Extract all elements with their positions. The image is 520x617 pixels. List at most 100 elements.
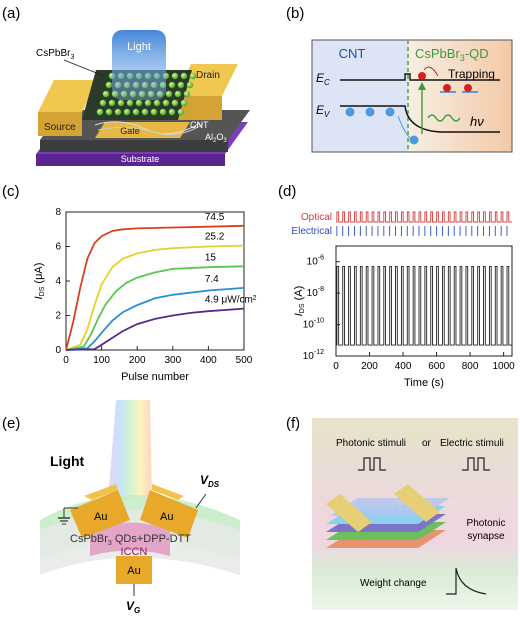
- hole: [365, 107, 375, 117]
- quantum-dot: [105, 81, 113, 89]
- quantum-dot: [177, 81, 185, 89]
- series-line: [65, 307, 245, 351]
- synapse-dot: [378, 498, 382, 502]
- panel-b-tag: (b): [286, 5, 304, 22]
- quantum-dot: [171, 99, 179, 107]
- synapse-dot: [402, 502, 406, 506]
- weight-curve-icon: [446, 567, 487, 595]
- synapse-dot: [441, 498, 445, 502]
- quantum-dot: [102, 90, 110, 98]
- photonic-pulse-icon: [358, 457, 386, 471]
- synapse-dot: [377, 506, 381, 510]
- synapse-label-line1: Photonic: [467, 518, 506, 529]
- conduction-band: [340, 73, 500, 81]
- ec-label: EC: [316, 71, 330, 87]
- electrode-bar: [394, 484, 440, 522]
- quantum-dot: [183, 90, 191, 98]
- quantum-dot: [144, 99, 152, 107]
- source-electrode: [38, 80, 98, 112]
- drain-electrode: [140, 490, 198, 538]
- panel-c-tag: (c): [2, 183, 20, 200]
- synapse-dot: [364, 498, 368, 502]
- x-tick-label: 200: [129, 355, 146, 366]
- x-tick-label: 1000: [492, 361, 515, 372]
- panel-a: (a) Light CsPbBr3 Drain Source CNT Al2O3…: [2, 5, 250, 166]
- quantum-dot: [171, 72, 179, 80]
- electrical-pulse-train: [336, 226, 508, 236]
- quantum-dot: [162, 99, 170, 107]
- panel-d-tag: (d): [278, 183, 296, 200]
- light-label: Light: [127, 41, 151, 53]
- quantum-dot: [126, 99, 134, 107]
- synapse-dot: [374, 502, 378, 506]
- light-label: Light: [50, 453, 85, 469]
- cnt-title: CNT: [339, 46, 366, 61]
- quantum-dot: [123, 108, 131, 116]
- quantum-dot: [180, 72, 188, 80]
- plot-frame: [335, 245, 513, 357]
- vg-label: VG: [126, 599, 140, 615]
- y-tick-label: 10-12: [303, 349, 324, 362]
- x-tick-label: 500: [236, 355, 253, 366]
- panel-e-tag: (e): [2, 415, 20, 432]
- material-label: CsPbBr3: [36, 48, 74, 61]
- quantum-dot: [186, 81, 194, 89]
- x-tick-label: 600: [428, 361, 445, 372]
- optical-pulse-train: [336, 211, 512, 223]
- synapse-dot: [405, 506, 409, 510]
- electron: [418, 72, 426, 80]
- panel-a-tag: (a): [2, 5, 20, 22]
- panel-e: (e) Light VDS Au Au CsPbBr3 QDs+DPP-DTT …: [2, 400, 240, 615]
- synapse-dot: [437, 502, 441, 506]
- current-trace: [336, 265, 512, 346]
- synapse-label-line2: synapse: [467, 531, 505, 542]
- synapse-dot: [427, 498, 431, 502]
- dielectric-label: ICCN: [121, 546, 148, 558]
- x-tick-label: 0: [333, 361, 339, 372]
- y-tick-label: 2: [55, 311, 61, 322]
- layer-label: CsPbBr3 QDs+DPP-DTT: [70, 533, 191, 547]
- electron: [464, 84, 472, 92]
- series-label: 74.5: [205, 212, 225, 223]
- synapse-dot: [371, 498, 375, 502]
- synapse-dot: [434, 498, 438, 502]
- qd-region: [408, 40, 512, 152]
- x-tick-label: 200: [361, 361, 378, 372]
- quantum-dot: [117, 99, 125, 107]
- quantum-dot: [180, 99, 188, 107]
- valence-band: [340, 105, 500, 133]
- electrical-legend: Electrical: [291, 226, 332, 237]
- series-label: 4.9 μW/cm²: [205, 295, 257, 306]
- light-beam: [112, 30, 166, 100]
- series-label: 25.2: [205, 232, 225, 243]
- gate-electrode: [95, 122, 190, 138]
- y-tick-label: 10-6: [307, 255, 324, 268]
- quantum-dot: [165, 90, 173, 98]
- oxide-label: Al2O3: [205, 132, 227, 144]
- y-tick-label: 6: [55, 242, 61, 253]
- chart-c: 0 100 200 300 400 500 0 2 4 6 8 Pulse number IDS (μA…: [33, 207, 257, 383]
- quantum-dot: [96, 108, 104, 116]
- x-tick-label: 800: [462, 361, 479, 372]
- y-tick-label: 10-10: [303, 318, 324, 331]
- cnt-region: [312, 40, 408, 152]
- synapse-dot: [398, 506, 402, 510]
- weight-change-label: Weight change: [360, 578, 427, 589]
- x-tick-label: 300: [164, 355, 181, 366]
- synapse-dot: [360, 502, 364, 506]
- cnt-wire: [94, 121, 201, 135]
- ev-label: EV: [316, 103, 330, 119]
- quantum-dot: [168, 81, 176, 89]
- synapse-dot: [381, 502, 385, 506]
- quantum-dot: [132, 108, 140, 116]
- quantum-dot: [159, 108, 167, 116]
- synapse-dot: [363, 506, 367, 510]
- quantum-dot: [174, 90, 182, 98]
- y-tick-label: 0: [55, 345, 61, 356]
- gate-electrode: [116, 556, 152, 584]
- panel-c: (c) 0 100 200 300 400 500 0 2 4 6 8 Pulse number IDS…: [2, 183, 257, 383]
- series-line: [65, 265, 245, 351]
- electric-pulse-icon: [462, 457, 490, 471]
- or-label: or: [422, 438, 432, 449]
